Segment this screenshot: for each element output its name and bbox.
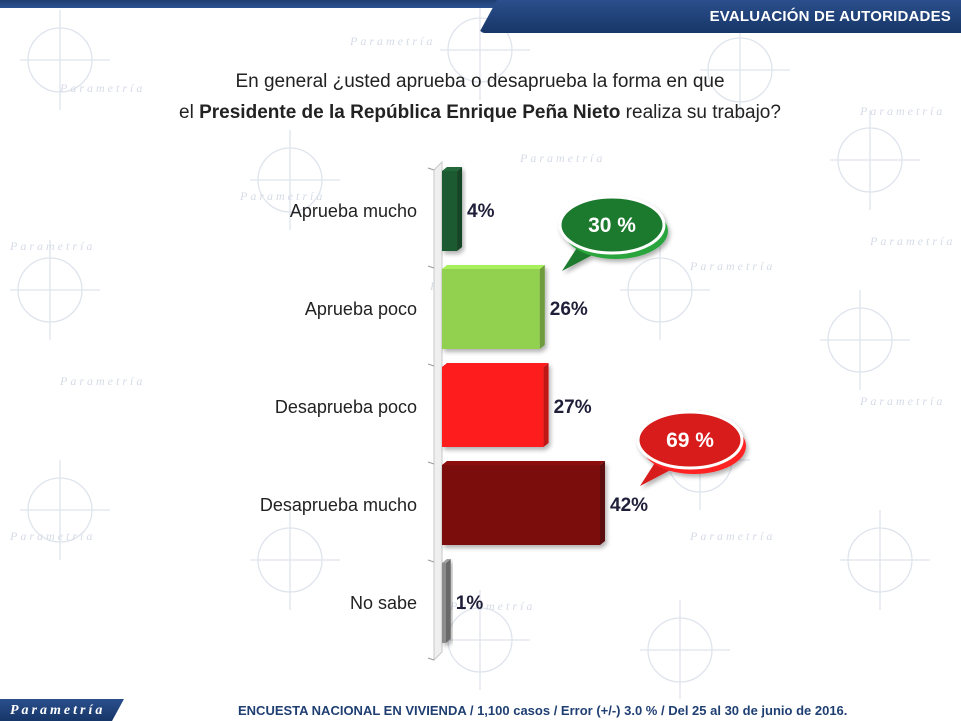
bar-top (442, 363, 549, 367)
axis-tick (427, 167, 435, 171)
bar-side (600, 461, 605, 545)
bubble-label: 69 % (666, 429, 714, 452)
value-label: 1% (456, 593, 484, 614)
header-band (0, 0, 961, 8)
axis-wall (433, 160, 443, 662)
bubble-label: 30 % (588, 214, 636, 237)
value-label: 27% (554, 397, 592, 418)
category-label: Aprueba poco (305, 299, 417, 319)
bar-side (445, 559, 451, 643)
bar-top (442, 559, 451, 563)
bar-side (543, 363, 549, 447)
bubble-body (558, 195, 666, 255)
bar-top (442, 167, 463, 171)
category-label: Desaprueba mucho (260, 495, 417, 515)
question-line-1: En general ¿usted aprueba o desaprueba l… (235, 71, 725, 92)
bar (442, 461, 605, 545)
question-prefix: el (179, 102, 200, 123)
axis-tick (427, 559, 435, 563)
annotation-bubble: 69 % (636, 410, 746, 486)
bar (442, 167, 463, 251)
question-text: En general ¿usted aprueba o desaprueba l… (130, 66, 830, 128)
bar-face (442, 563, 446, 643)
question-bold: Presidente de la República Enrique Peña … (199, 102, 621, 123)
question-suffix: realiza su trabajo? (620, 102, 781, 123)
annotation-bubble: 30 % (558, 195, 668, 271)
section-title: EVALUACIÓN DE AUTORIDADES (709, 8, 951, 25)
category-label: Aprueba mucho (290, 201, 417, 221)
axis-tick (427, 657, 435, 661)
bar-top (442, 461, 605, 465)
question-line-2: el Presidente de la República Enrique Pe… (130, 97, 830, 128)
bar-side (539, 265, 545, 349)
bar-top (442, 265, 545, 269)
header-tab: EVALUACIÓN DE AUTORIDADES (479, 0, 961, 33)
bar-face (442, 269, 540, 349)
bar-face (442, 171, 458, 251)
bar-face (442, 465, 600, 545)
bar (442, 559, 451, 643)
footer-note-area: ENCUESTA NACIONAL EN VIVIENDA / 1,100 ca… (112, 699, 961, 721)
category-label: Desaprueba poco (275, 397, 417, 417)
bar-side (457, 167, 463, 251)
bar (442, 265, 545, 349)
axis-tick (427, 461, 435, 465)
survey-note: ENCUESTA NACIONAL EN VIVIENDA / 1,100 ca… (238, 703, 848, 718)
axis-tick (427, 265, 435, 269)
category-label: No sabe (350, 593, 417, 613)
bar-face (442, 367, 544, 447)
bar (442, 363, 549, 447)
value-label: 42% (610, 495, 648, 516)
footer-logo: Parametría (10, 703, 106, 718)
bubble-body (636, 410, 744, 470)
axis-tick (427, 363, 435, 367)
value-label: 4% (467, 201, 495, 222)
value-label: 26% (550, 299, 588, 320)
